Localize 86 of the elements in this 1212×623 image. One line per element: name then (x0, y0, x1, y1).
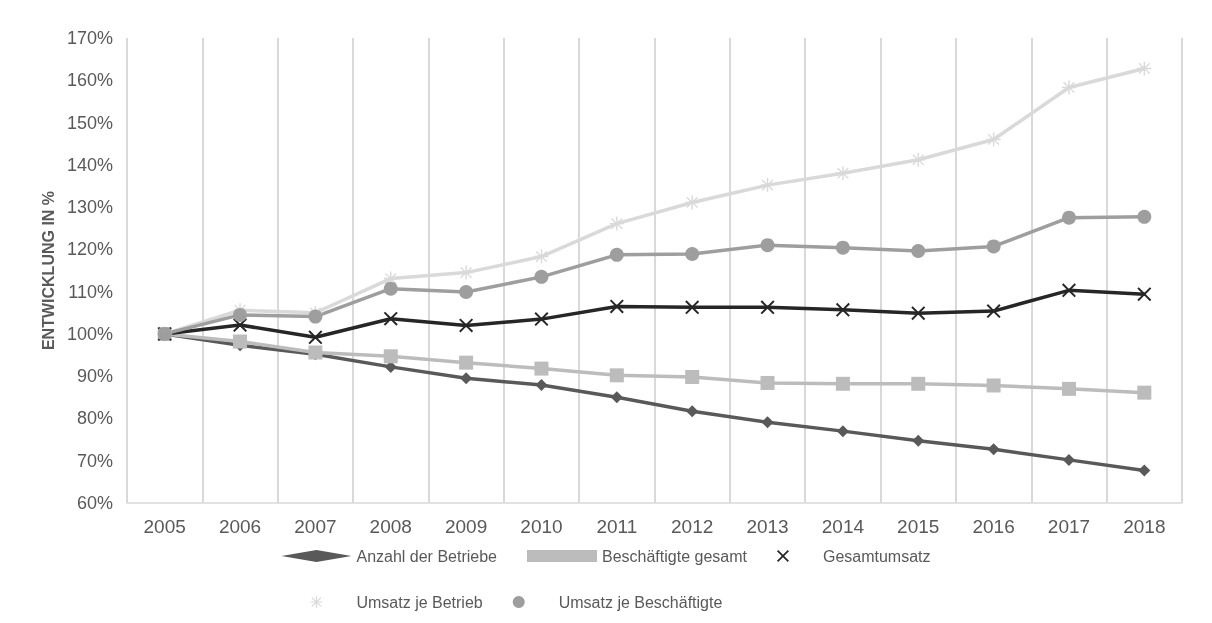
x-tick-label: 2016 (972, 516, 1015, 537)
legend-label: Umsatz je Betrieb (356, 593, 483, 611)
x-tick-label: 2015 (897, 516, 940, 537)
point (534, 361, 549, 376)
point (685, 370, 700, 385)
x-tick-label: 2009 (444, 516, 488, 537)
point (609, 299, 624, 314)
point (1138, 464, 1151, 477)
point (1061, 210, 1076, 225)
point (233, 334, 248, 349)
y-axis-title: ENTWICKLUNG IN % (39, 190, 57, 351)
y-tick-label: 60% (76, 493, 113, 513)
point (986, 239, 1001, 254)
x-tick-label: 2005 (143, 516, 186, 537)
point (383, 281, 398, 296)
point (534, 269, 549, 284)
point (685, 300, 700, 315)
x-tick-label: 2011 (596, 516, 638, 537)
point (835, 166, 850, 181)
point (761, 416, 774, 429)
point (383, 311, 398, 326)
y-tick-label: 140% (66, 154, 113, 175)
point (1061, 80, 1076, 95)
y-tick-label: 100% (66, 323, 113, 344)
y-tick-label: 110% (68, 281, 113, 302)
point (835, 302, 850, 317)
point (308, 330, 323, 345)
legend-label: Anzahl der Betriebe (356, 547, 498, 565)
point (686, 405, 699, 418)
point (610, 391, 623, 404)
y-tick-label: 170% (66, 28, 113, 48)
x-tick-label: 2012 (671, 516, 714, 537)
point (986, 378, 1001, 393)
point (1062, 453, 1075, 466)
point (1137, 209, 1152, 224)
legend-label: Umsatz je Beschäftigte (558, 593, 723, 611)
point (459, 355, 474, 370)
point (383, 349, 398, 364)
x-tick-label: 2006 (218, 516, 262, 537)
point (233, 318, 248, 333)
legend-label: Beschäftigte gesamt (601, 547, 748, 565)
point (459, 285, 474, 300)
point (609, 247, 624, 262)
point (986, 304, 1001, 319)
point (760, 178, 775, 193)
point (685, 247, 700, 262)
point (535, 379, 548, 392)
y-tick-label: 80% (76, 408, 113, 429)
point (835, 376, 850, 391)
point (1137, 385, 1152, 400)
point (911, 306, 926, 321)
point (835, 240, 850, 255)
y-tick-label: 90% (76, 366, 113, 387)
point (987, 443, 1000, 456)
point (459, 318, 474, 333)
point (685, 195, 700, 210)
x-tick-label: 2017 (1047, 516, 1091, 537)
point (760, 238, 775, 253)
point (836, 425, 849, 438)
point (459, 265, 474, 280)
y-tick-label: 120% (66, 239, 113, 260)
point (1137, 287, 1152, 302)
y-tick-label: 70% (76, 450, 113, 471)
point (911, 376, 926, 391)
point (912, 434, 925, 447)
point (760, 375, 775, 390)
y-tick-label: 130% (66, 197, 113, 218)
point (233, 307, 248, 322)
point (760, 300, 775, 315)
x-tick-label: 2014 (821, 516, 865, 537)
x-tick-label: 2018 (1123, 516, 1166, 537)
x-tick-label: 2010 (520, 516, 563, 537)
point (609, 368, 624, 383)
x-tick-label: 2007 (294, 516, 337, 537)
point (911, 152, 926, 167)
x-tick-label: 2013 (746, 516, 789, 537)
point (911, 244, 926, 259)
point (534, 312, 549, 327)
point (308, 309, 323, 324)
point (1061, 381, 1076, 396)
point (609, 216, 624, 231)
point (1061, 283, 1076, 298)
x-tick-label: 2008 (369, 516, 412, 537)
legend-label: Gesamtumsatz (822, 547, 931, 565)
y-tick-label: 150% (66, 112, 113, 133)
y-tick-label: 160% (66, 70, 113, 91)
